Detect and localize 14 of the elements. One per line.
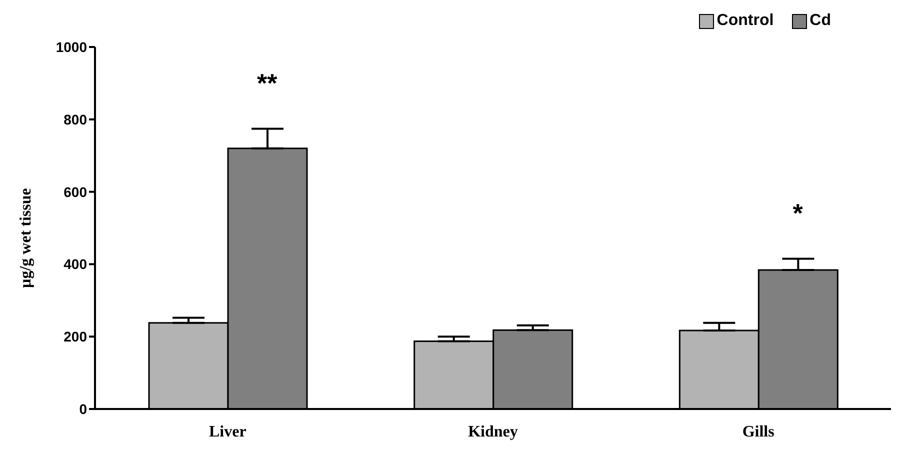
x-tick-label: Gills bbox=[742, 423, 774, 440]
y-tick-label: 800 bbox=[64, 111, 88, 128]
x-tick-label: Liver bbox=[209, 423, 246, 440]
x-tick-label: Kidney bbox=[468, 423, 518, 440]
annotation: * bbox=[792, 198, 804, 228]
legend-label: Control bbox=[716, 12, 774, 30]
y-tick-label: 600 bbox=[64, 184, 88, 200]
y-tick-label: 0 bbox=[79, 400, 88, 417]
legend-label: Cd bbox=[810, 12, 831, 30]
y-tick-label: 200 bbox=[64, 328, 88, 345]
y-tick-label: 1000 bbox=[56, 38, 88, 55]
y-tick-label: 400 bbox=[64, 256, 88, 272]
y-axis-title: µg/g wet tissue bbox=[18, 188, 35, 288]
annotation: ** bbox=[257, 68, 278, 98]
